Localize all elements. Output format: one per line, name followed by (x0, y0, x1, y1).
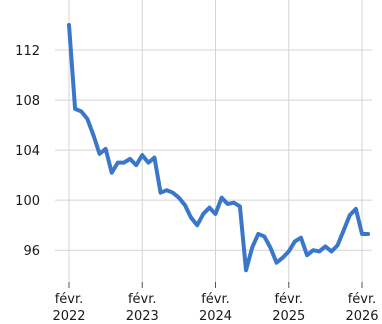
x-tick-label-line: 2022 (52, 309, 85, 324)
x-tick-label: févr. 2022 (52, 292, 85, 324)
x-tick-label-line: 2024 (199, 309, 232, 324)
x-tick-label: févr. 2024 (199, 292, 232, 324)
x-tick-label-line: 2025 (272, 309, 305, 324)
x-gridlines (68, 0, 363, 288)
y-tick-label: 96 (23, 244, 40, 259)
x-tick-label: févr. 2023 (126, 292, 159, 324)
x-tick-label-line: févr. (55, 292, 84, 307)
x-tick-label-line: févr. (201, 292, 230, 307)
x-tick-label-line: 2026 (345, 309, 378, 324)
series-line (67, 23, 371, 273)
y-tick-label: 100 (15, 194, 40, 209)
y-axis-tick-labels: 96 100 104 108 112 (15, 44, 40, 259)
y-tick-label: 112 (15, 44, 40, 59)
x-tick-label-line: 2023 (126, 309, 159, 324)
y-gridlines (55, 49, 372, 251)
x-tick-label: févr. 2025 (272, 292, 305, 324)
x-tick-label-line: févr. (128, 292, 157, 307)
y-tick-label: 104 (15, 144, 40, 159)
y-tick-label: 108 (15, 94, 40, 109)
x-tick-label-line: févr. (274, 292, 303, 307)
x-tick-label: févr. 2026 (345, 292, 378, 324)
x-tick-label-line: févr. (348, 292, 377, 307)
